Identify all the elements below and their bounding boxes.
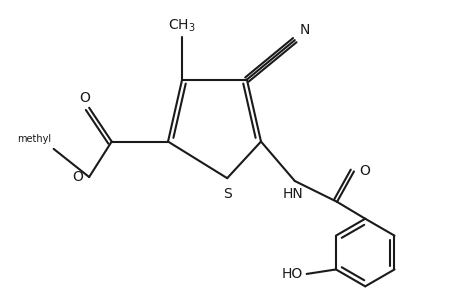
Text: HN: HN <box>281 187 302 201</box>
Text: N: N <box>299 23 309 37</box>
Text: O: O <box>73 170 84 184</box>
Text: HO: HO <box>281 267 302 281</box>
Text: CH$_3$: CH$_3$ <box>168 17 196 34</box>
Text: S: S <box>223 187 232 201</box>
Text: methyl: methyl <box>17 134 51 144</box>
Text: O: O <box>359 164 369 178</box>
Text: O: O <box>79 91 90 105</box>
